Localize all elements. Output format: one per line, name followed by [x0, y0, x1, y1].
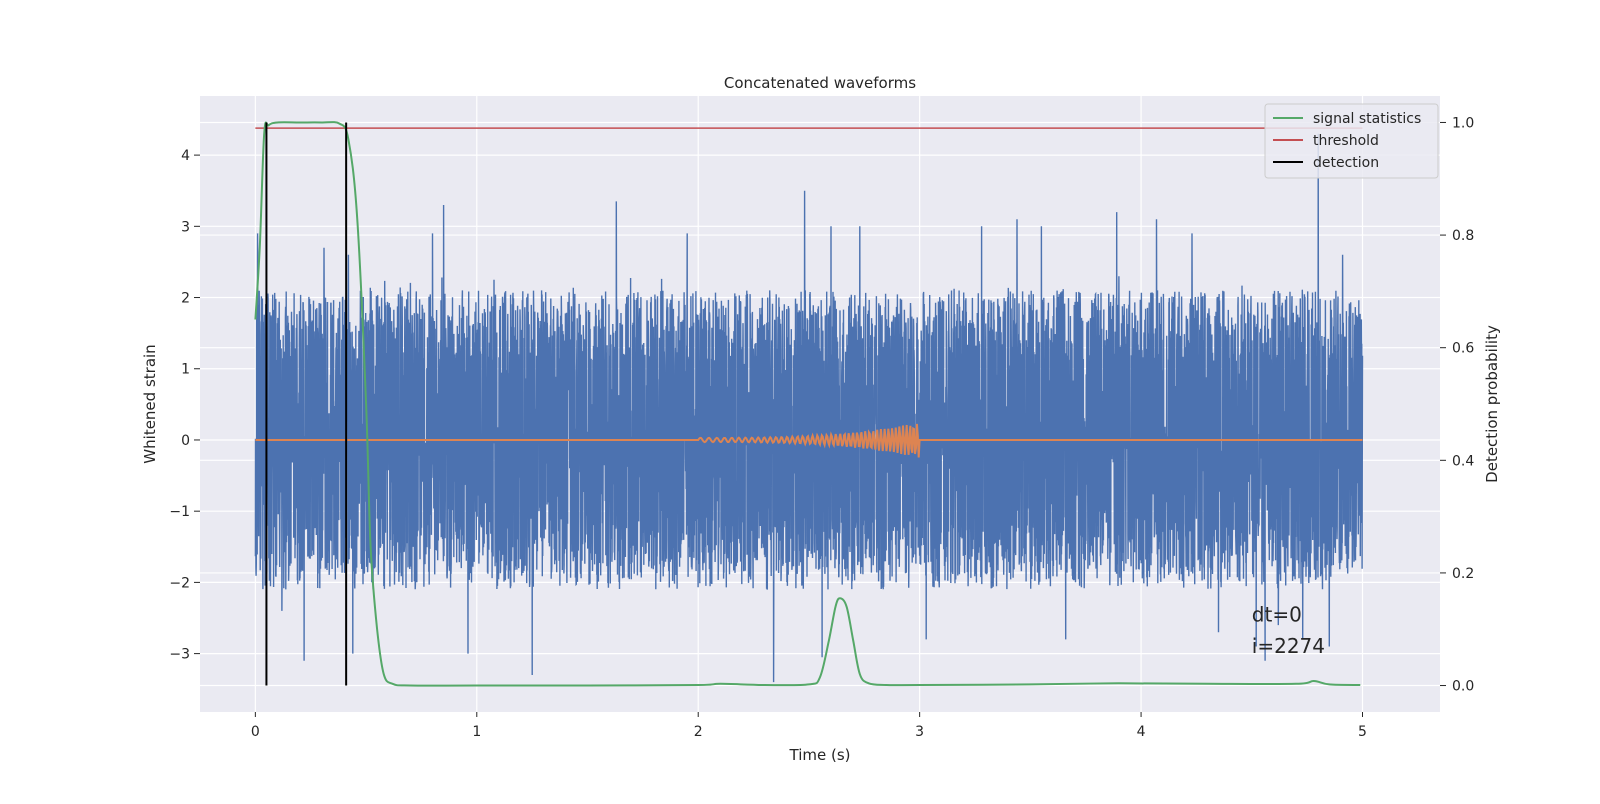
plot-area [254, 121, 1364, 687]
y2-axis-label: Detection probability [1483, 325, 1501, 483]
y2-tick-label: 0.4 [1452, 453, 1474, 469]
y2-tick-label: 0.0 [1452, 679, 1474, 695]
x-tick-label: 5 [1358, 724, 1367, 740]
x-tick-label: 1 [472, 724, 481, 740]
y-tick-label: −1 [169, 504, 190, 520]
y-tick-label: 1 [181, 362, 190, 378]
legend-box [1264, 103, 1439, 179]
x-tick-label: 0 [251, 724, 260, 740]
x-tick-label: 2 [694, 724, 703, 740]
y-tick-label: −2 [169, 575, 190, 591]
y-tick-label: 4 [181, 148, 190, 164]
waveform-series-line [255, 423, 1363, 458]
y2-tick-label: 0.8 [1452, 228, 1474, 244]
x-axis-label: Time (s) [789, 746, 851, 764]
x-tick-label: 4 [1137, 724, 1146, 740]
x-tick-label: 3 [915, 724, 924, 740]
legend-label: signal statistics [1313, 111, 1421, 127]
y-axis-label: Whitened strain [141, 344, 159, 463]
noise-series-line [254, 133, 1364, 683]
y-tick-label: 3 [181, 219, 190, 235]
legend-label: threshold [1313, 133, 1379, 149]
legend-label: detection [1313, 155, 1379, 171]
annotation-dt: dt=0 [1252, 603, 1302, 627]
annotation-index: i=2274 [1252, 634, 1325, 658]
tick-labels: 0 1 2 3 4 5 −3 −2 −1 0 1 2 3 4 0.0 0.2 0.4 0.6 0.8 1.0 [169, 115, 1474, 740]
legend: signal statistics threshold detection [1264, 103, 1439, 179]
y2-tick-label: 1.0 [1452, 115, 1474, 131]
chart-title: Concatenated waveforms [724, 74, 916, 92]
y2-tick-label: 0.2 [1452, 566, 1474, 582]
y-tick-label: 0 [181, 433, 190, 449]
signal-statistics-line [254, 121, 1361, 687]
y-tick-label: −3 [169, 647, 190, 663]
y-tick-label: 2 [181, 291, 190, 307]
y2-tick-label: 0.6 [1452, 341, 1474, 357]
